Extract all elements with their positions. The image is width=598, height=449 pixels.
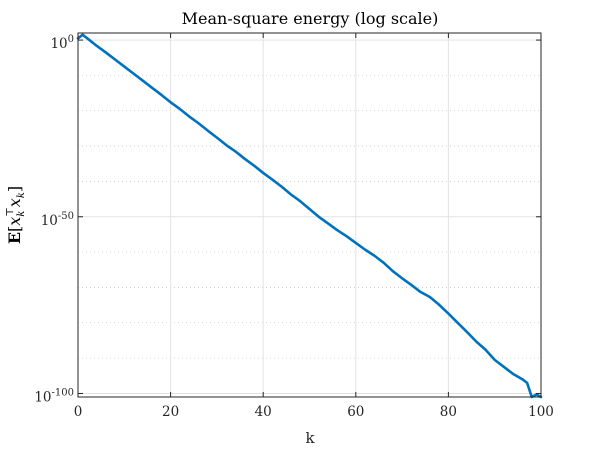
y-label-sub2: k [16,192,27,198]
y-label-open-bracket: [ [5,226,24,232]
series-line-0 [76,33,543,399]
y-label-x1: x [5,217,24,226]
y-axis-label: E[xk⊤xk] [5,186,27,244]
y-label-sup1: ⊤ [5,207,16,216]
x-axis-label: k [305,429,315,447]
y-tick-label-2: 10-100 [34,387,74,405]
x-tick-label-5: 100 [528,404,554,420]
chart-title: Mean-square energy (log scale) [182,9,439,28]
plot-area [76,32,543,399]
x-tick-label-0: 0 [74,404,83,420]
axes-background [78,33,541,397]
y-label-sub1: k [16,211,27,217]
y-label-expectation: E [5,232,24,244]
x-tick-label-2: 40 [255,404,272,420]
ticks-layer [77,33,542,397]
x-tick-label-4: 80 [440,404,457,420]
y-tick-labels: 100 10-50 10-100 [34,34,74,405]
y-label-x2: x [5,198,24,207]
y-label-close-bracket: ] [5,186,24,192]
x-tick-labels: 0 20 40 60 80 100 [74,404,554,420]
x-tick-label-1: 20 [162,404,179,420]
y-tick-label-0: 100 [50,34,74,52]
y-tick-label-1: 10-50 [41,211,74,229]
series-layer [76,33,543,399]
x-tick-label-3: 60 [347,404,364,420]
axes-box [77,32,542,398]
